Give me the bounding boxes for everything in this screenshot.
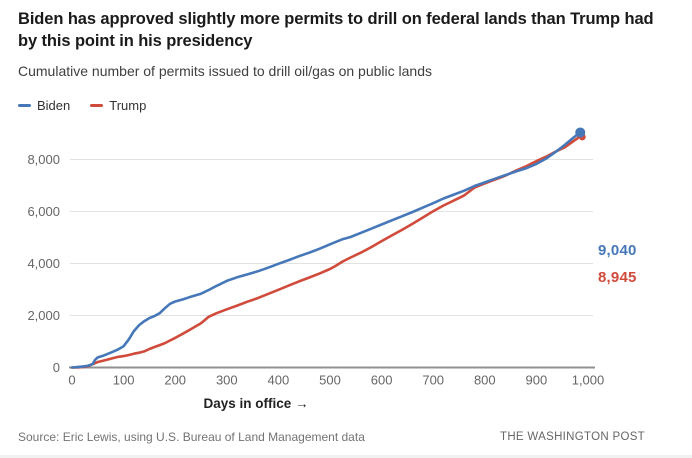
plot-area: 0 2,000 4,000 6,000 8,000 0 100 200 300 400 500 600… <box>0 118 692 411</box>
y-tick-label: 0 <box>53 360 60 375</box>
x-tick-label: 200 <box>164 373 186 388</box>
biden-line-swatch-icon <box>18 104 31 107</box>
x-tick-label: 400 <box>268 373 290 388</box>
x-tick-label: 500 <box>319 373 341 388</box>
source-note: Source: Eric Lewis, using U.S. Bureau of… <box>18 430 365 444</box>
line-chart-canvas: 0 2,000 4,000 6,000 8,000 0 100 200 300 400 500 600… <box>27 127 605 388</box>
x-axis-title: Days in office → <box>203 396 309 411</box>
legend-label-biden: Biden <box>37 98 71 113</box>
biden-endpoint-dot <box>575 127 586 138</box>
chart-title: Biden has approved slightly more permits… <box>18 10 654 51</box>
x-tick-label: 700 <box>422 373 444 388</box>
biden-end-value-label: 9,040 <box>598 242 637 259</box>
legend-item-trump: Trump <box>90 98 146 113</box>
trump-end-value-label: 8,945 <box>598 269 637 286</box>
chart-subtitle: Cumulative number of permits issued to d… <box>18 63 432 79</box>
x-tick-label: 1,000 <box>572 373 605 388</box>
x-tick-label: 100 <box>113 373 135 388</box>
y-tick-label: 2,000 <box>27 308 60 323</box>
biden-line <box>70 131 582 369</box>
legend-item-biden: Biden <box>18 98 70 113</box>
x-tick-label: 300 <box>216 373 238 388</box>
y-tick-label: 4,000 <box>27 256 60 271</box>
trump-line <box>70 133 582 369</box>
x-tick-label: 600 <box>371 373 393 388</box>
y-tick-label: 8,000 <box>27 152 60 167</box>
y-tick-label: 6,000 <box>27 204 60 219</box>
x-tick-label: 800 <box>474 373 496 388</box>
publisher-credit: THE WASHINGTON POST <box>500 431 645 443</box>
x-tick-label: 0 <box>68 373 75 388</box>
trump-line-swatch-icon <box>90 104 104 107</box>
legend: Biden Trump <box>18 98 146 113</box>
x-tick-label: 900 <box>526 373 548 388</box>
legend-label-trump: Trump <box>109 98 147 113</box>
